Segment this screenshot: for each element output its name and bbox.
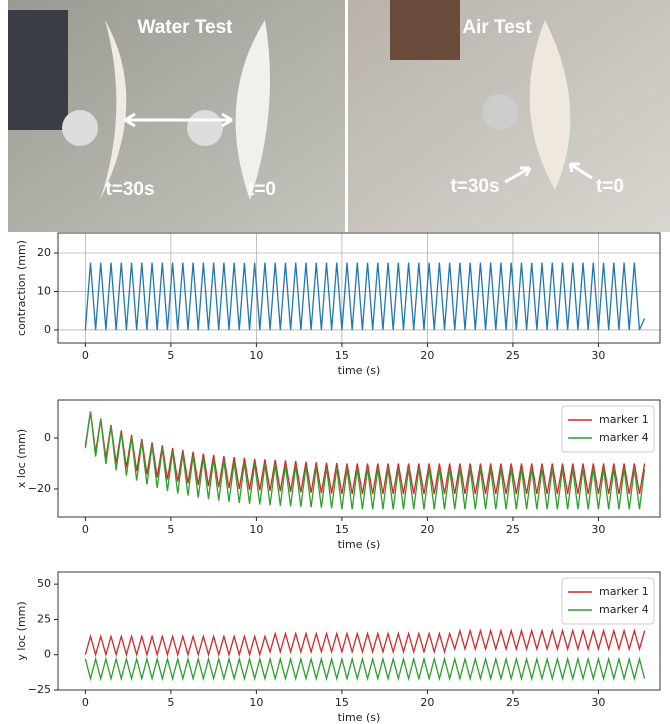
y-tick-label: 20 [37,246,51,259]
y-tick-label: −20 [28,482,51,495]
y-tick-label: 0 [44,431,51,444]
x-tick-label: 5 [167,696,174,709]
figure: Water Test t=30s t=0 Air Test t=30s t=0 … [0,0,670,724]
x-tick-label: 15 [335,523,349,536]
y-axis-label: y loc (mm) [15,601,28,660]
data-line [85,263,644,330]
y-tick-label: −25 [28,683,51,696]
x-tick-label: 0 [82,696,89,709]
x-tick-label: 20 [420,696,434,709]
x-axis-label: time (s) [338,538,381,551]
legend-label: marker 4 [599,603,649,616]
y-tick-label: 0 [44,648,51,661]
x-tick-label: 30 [591,349,605,362]
x-tick-label: 0 [82,523,89,536]
legend-label: marker 4 [599,431,649,444]
x-tick-label: 25 [506,696,520,709]
x-tick-label: 10 [249,696,263,709]
x-tick-label: 5 [167,523,174,536]
x-tick-label: 20 [420,523,434,536]
y-axis-label: contraction (mm) [15,240,28,336]
data-line [85,631,644,655]
x-tick-label: 25 [506,349,520,362]
legend-label: marker 1 [599,585,649,598]
x-tick-label: 15 [335,696,349,709]
x-tick-label: 5 [167,349,174,362]
x-axis-label: time (s) [338,711,381,724]
y-tick-label: 50 [37,577,51,590]
y-tick-label: 25 [37,612,51,625]
y-axis-label: x loc (mm) [15,429,28,488]
x-tick-label: 10 [249,523,263,536]
data-line [85,412,644,510]
x-tick-label: 15 [335,349,349,362]
x-tick-label: 10 [249,349,263,362]
x-tick-label: 30 [591,523,605,536]
y-tick-label: 10 [37,284,51,297]
charts: 0 5 10 15 20 25 30 0 10 20 time (s) contraction (mm… [0,0,670,724]
x-tick-label: 20 [420,349,434,362]
data-line [85,659,644,679]
y-tick-label: 0 [44,323,51,336]
legend-label: marker 1 [599,413,649,426]
x-tick-label: 30 [591,696,605,709]
x-tick-label: 25 [506,523,520,536]
x-axis-label: time (s) [338,364,381,377]
x-tick-label: 0 [82,349,89,362]
